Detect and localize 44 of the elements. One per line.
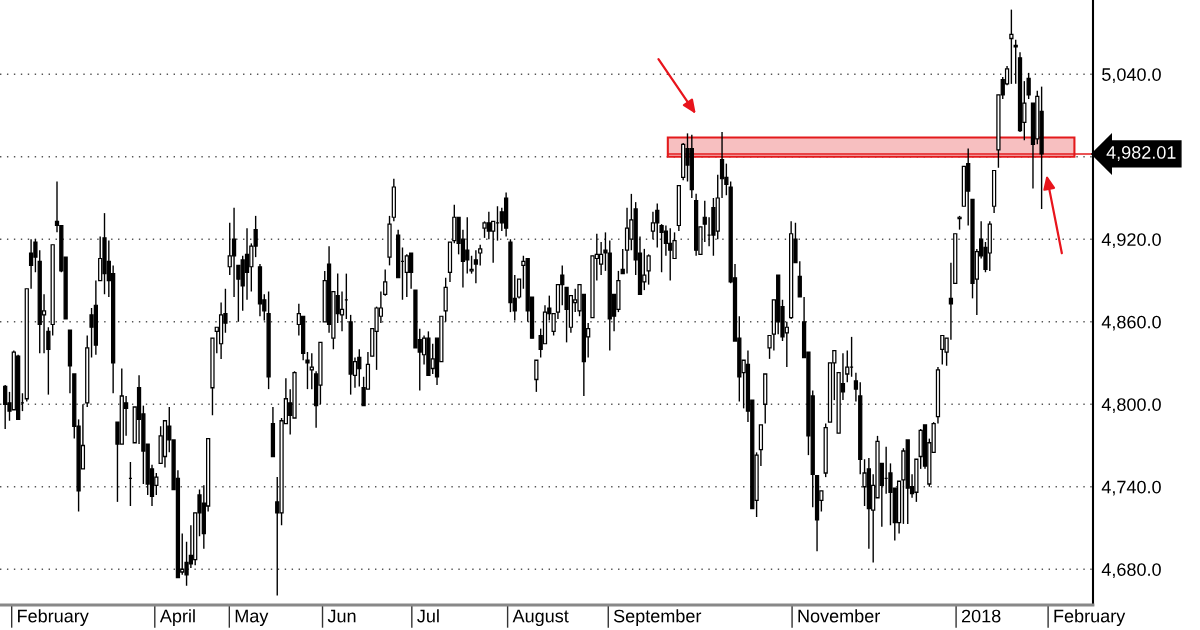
- y-tick-label: 4,860.0: [1101, 315, 1161, 331]
- candlestick: [244, 227, 250, 301]
- x-tick-label: Jul: [417, 609, 439, 623]
- candlestick: [646, 253, 651, 286]
- y-tick-label: 5,040.0: [1102, 68, 1161, 84]
- candlestick: [642, 248, 647, 291]
- x-tick-label: Jun: [327, 609, 356, 623]
- candlestick: [1009, 8, 1014, 85]
- x-tick-label: September: [613, 609, 702, 626]
- x-tick-label: April: [159, 609, 195, 626]
- candlestick: [624, 206, 630, 275]
- candlestick: [89, 307, 94, 359]
- candlestick: [309, 352, 314, 390]
- y-tick-label: 4,920.0: [1101, 233, 1161, 249]
- ref-line-label: 4,982.01: [1106, 146, 1176, 161]
- candlestick: [357, 348, 362, 388]
- x-tick-label: February: [18, 609, 89, 626]
- candlestick: [404, 253, 409, 298]
- candlestick: [534, 359, 539, 393]
- candlestick: [3, 384, 8, 430]
- y-tick-label: 4,800.0: [1101, 398, 1161, 414]
- candlestick: [408, 252, 414, 290]
- candlestick: [655, 202, 660, 249]
- candlestick: [154, 472, 159, 496]
- candlestick: [486, 211, 491, 240]
- candlestick: [940, 334, 945, 366]
- candlestick: [452, 204, 457, 245]
- candlestick: [465, 216, 470, 275]
- x-tick-label: August: [512, 609, 569, 626]
- candlestick: [231, 206, 237, 298]
- x-tick-label: November: [798, 609, 880, 623]
- x-tick-label: February: [1054, 609, 1126, 626]
- candlestick: [339, 290, 345, 333]
- candlestick: [305, 351, 310, 390]
- y-tick-label: 4,740.0: [1101, 480, 1161, 496]
- candlestick: [663, 224, 669, 257]
- x-tick-label: May: [235, 609, 269, 626]
- x-tick-label: 2018: [961, 609, 1001, 623]
- candlestick: [668, 227, 673, 282]
- candlestick: [650, 211, 656, 240]
- y-tick-label: 4,680.0: [1101, 563, 1161, 579]
- candlestick: [98, 235, 103, 282]
- candlestick: [767, 334, 772, 360]
- candlestick: [473, 249, 479, 284]
